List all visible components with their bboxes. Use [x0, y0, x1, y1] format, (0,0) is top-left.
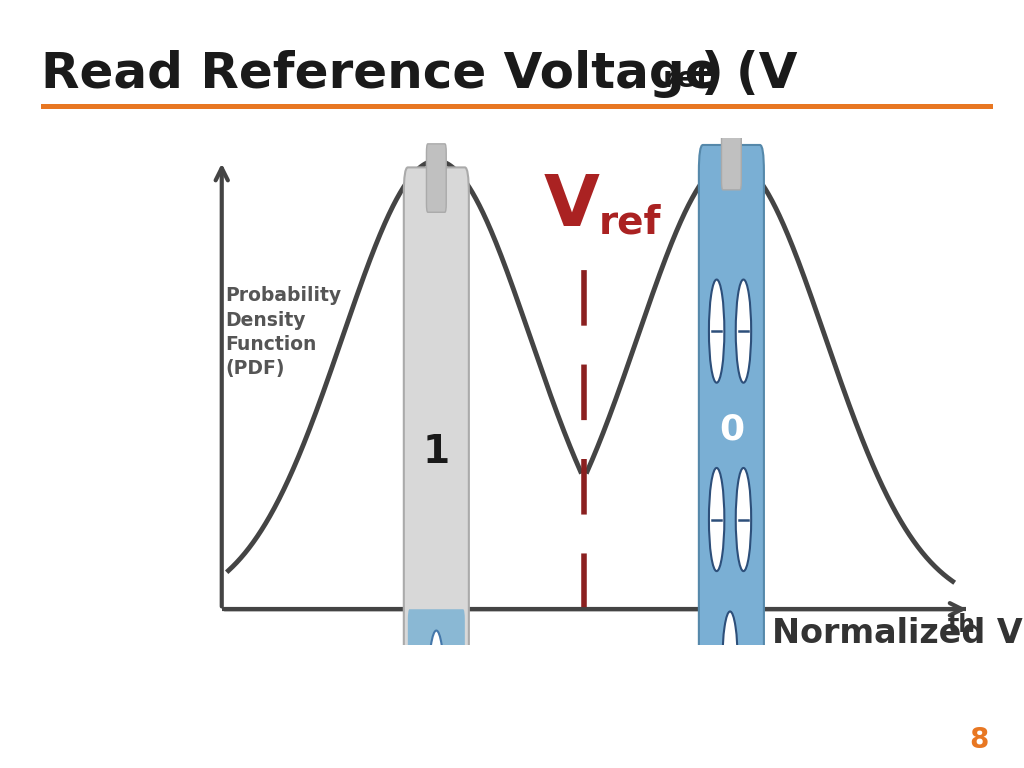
- Circle shape: [709, 468, 724, 571]
- Text: 1: 1: [423, 433, 450, 472]
- FancyBboxPatch shape: [698, 145, 764, 768]
- Circle shape: [429, 631, 444, 733]
- FancyBboxPatch shape: [722, 124, 741, 190]
- Text: Normalized V: Normalized V: [772, 617, 1022, 650]
- Text: V: V: [544, 172, 599, 241]
- Text: ): ): [701, 50, 724, 98]
- Text: th: th: [947, 614, 976, 637]
- Text: 8: 8: [969, 727, 988, 754]
- FancyBboxPatch shape: [403, 167, 469, 768]
- Text: 0: 0: [719, 413, 744, 447]
- Circle shape: [722, 611, 737, 715]
- Text: Probability
Density
Function
(PDF): Probability Density Function (PDF): [225, 286, 341, 378]
- FancyBboxPatch shape: [426, 144, 446, 212]
- Text: ref: ref: [663, 65, 709, 92]
- Text: Read Reference Voltage (V: Read Reference Voltage (V: [41, 50, 798, 98]
- FancyBboxPatch shape: [408, 609, 465, 755]
- Circle shape: [736, 280, 752, 382]
- Circle shape: [736, 468, 752, 571]
- Text: ref: ref: [599, 204, 660, 241]
- Circle shape: [709, 280, 724, 382]
